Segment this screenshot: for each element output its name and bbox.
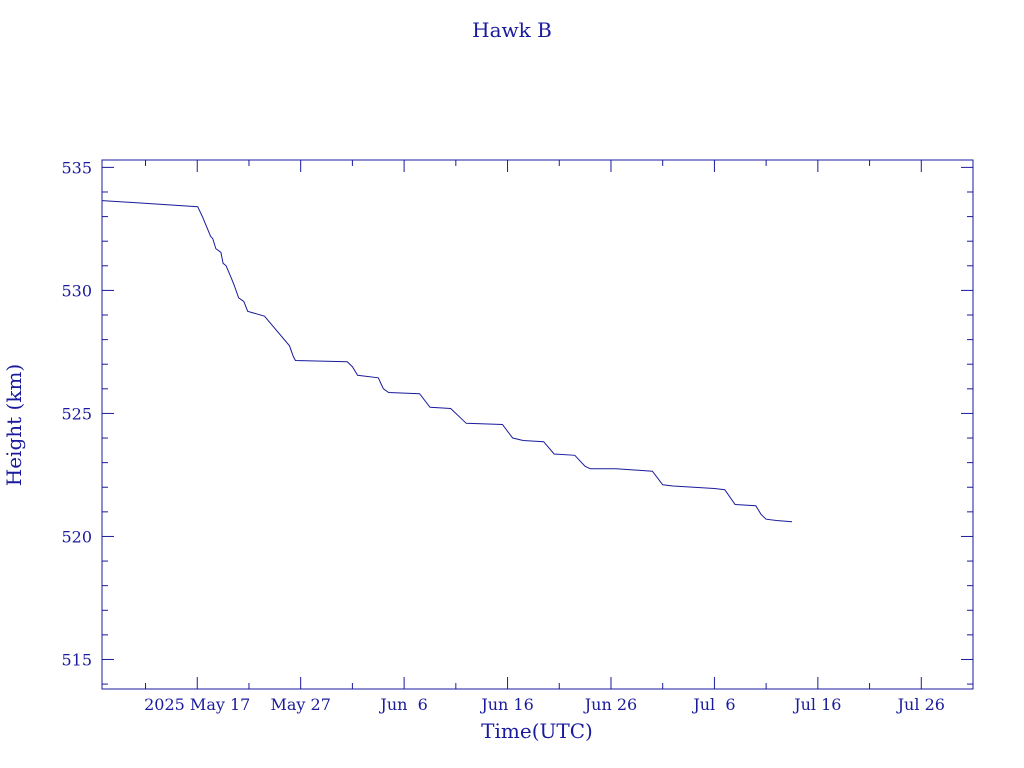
x-tick-label: Jun 6	[378, 695, 427, 714]
y-axis-label: Height (km)	[2, 364, 26, 486]
x-tick-label: Jul 26	[896, 695, 945, 714]
x-tick-label: May 27	[270, 695, 330, 714]
x-tick-label: Jul 6	[691, 695, 735, 714]
y-tick-label: 535	[61, 158, 92, 177]
axis-ticks	[102, 160, 973, 689]
plot-frame	[101, 159, 974, 690]
height-series-line	[102, 200, 793, 523]
x-tick-label: Jun 16	[479, 695, 533, 714]
y-tick-label: 525	[61, 404, 92, 423]
chart-title: Hawk B	[472, 18, 552, 42]
y-tick-label: 520	[61, 527, 92, 546]
x-tick-labels: 2025 May 17 May 27 Jun 6 Jun 16 Jun 26 Jul 6 J…	[144, 695, 945, 714]
x-tick-label: 2025 May 17	[144, 695, 250, 714]
x-tick-label: Jul 16	[792, 695, 841, 714]
x-tick-label: Jun 26	[583, 695, 637, 714]
y-tick-labels: 515 520 525 530 535	[61, 158, 92, 669]
x-axis-label: Time(UTC)	[481, 719, 593, 743]
y-tick-label: 530	[61, 281, 92, 300]
y-tick-label: 515	[61, 650, 92, 669]
